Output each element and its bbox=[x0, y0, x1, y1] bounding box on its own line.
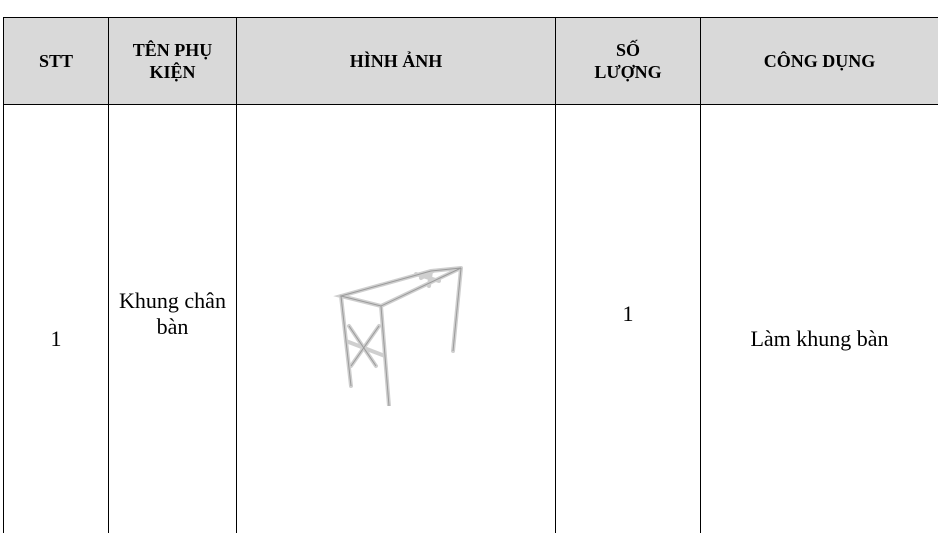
header-cell: HÌNH ẢNH bbox=[237, 18, 556, 105]
page: STT TÊN PHỤ KIỆN HÌNH ẢNH SỐ LƯỢNG CÔNG … bbox=[0, 0, 938, 491]
header-cell: SỐ LƯỢNG bbox=[556, 18, 701, 105]
header-row: STT TÊN PHỤ KIỆN HÌNH ẢNH SỐ LƯỢNG CÔNG … bbox=[4, 18, 938, 105]
cell: Khung chân bàn bbox=[109, 105, 237, 533]
cell: 1 bbox=[4, 105, 109, 533]
cell: 1 bbox=[556, 105, 701, 533]
image-cell bbox=[237, 105, 556, 533]
cell: Làm khung bàn bbox=[701, 105, 938, 533]
header-text: TÊN PHỤ KIỆN bbox=[128, 39, 218, 83]
table-frame-image bbox=[321, 256, 471, 406]
header-cell: CÔNG DỤNG bbox=[701, 18, 938, 105]
accessory-table: STT TÊN PHỤ KIỆN HÌNH ẢNH SỐ LƯỢNG CÔNG … bbox=[3, 17, 938, 533]
body-row: 1 Khung chân bàn 1 Làm khung bàn bbox=[4, 105, 938, 533]
header-text: SỐ LƯỢNG bbox=[593, 39, 663, 83]
header-cell: STT bbox=[4, 18, 109, 105]
header-cell: TÊN PHỤ KIỆN bbox=[109, 18, 237, 105]
